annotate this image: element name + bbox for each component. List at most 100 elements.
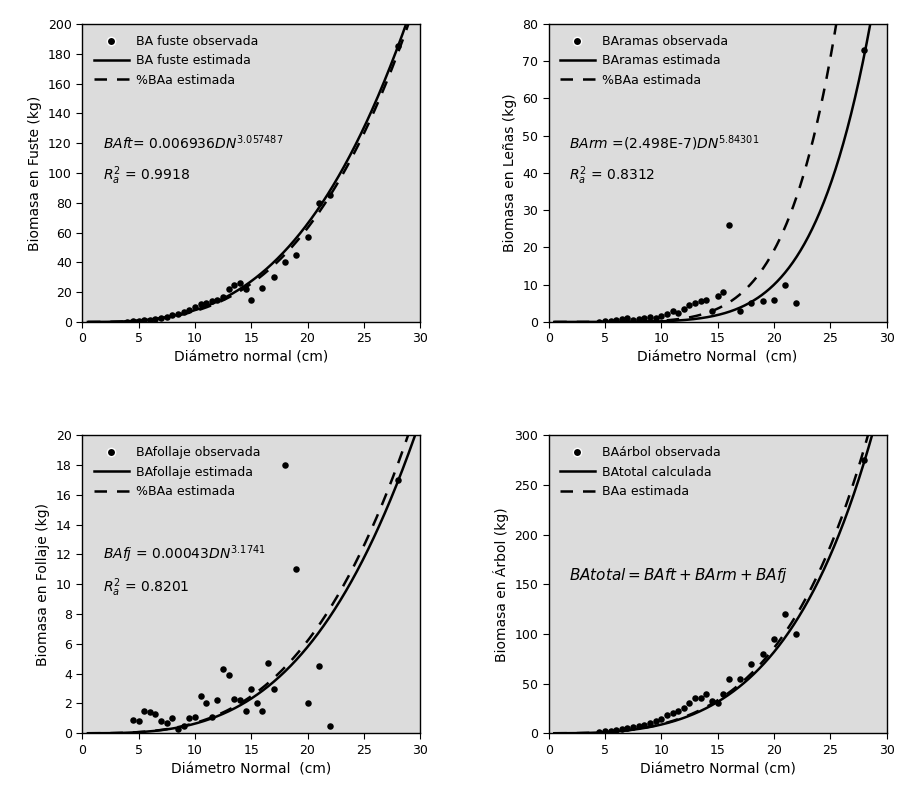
- Point: [199, 296, 214, 309]
- Point: [694, 692, 708, 705]
- Point: [278, 458, 292, 471]
- Point: [171, 722, 186, 735]
- Point: [710, 697, 725, 710]
- Y-axis label: Biomasa en Árbol (kg): Biomasa en Árbol (kg): [493, 507, 509, 662]
- Point: [676, 303, 691, 316]
- Point: [671, 705, 686, 718]
- Point: [699, 687, 714, 700]
- Point: [120, 315, 134, 328]
- Point: [300, 230, 314, 243]
- Point: [744, 297, 759, 310]
- Point: [648, 715, 663, 728]
- Point: [323, 189, 337, 202]
- Point: [614, 313, 629, 326]
- Text: $R^2_a$ = 0.9918: $R^2_a$ = 0.9918: [102, 165, 190, 187]
- Point: [154, 715, 168, 728]
- Point: [716, 286, 730, 299]
- Point: [171, 308, 186, 320]
- Point: [210, 293, 225, 306]
- Point: [665, 304, 680, 317]
- Point: [682, 299, 696, 312]
- Point: [289, 563, 303, 575]
- Point: [598, 725, 612, 738]
- Point: [143, 313, 157, 326]
- Point: [239, 283, 253, 296]
- Point: [609, 314, 623, 327]
- Y-axis label: Biomasa en Leñas (kg): Biomasa en Leñas (kg): [503, 93, 516, 252]
- Point: [125, 713, 140, 726]
- Point: [221, 669, 236, 681]
- X-axis label: Diámetro Normal (cm): Diámetro Normal (cm): [640, 762, 795, 776]
- Point: [182, 712, 197, 724]
- Point: [643, 311, 657, 324]
- Point: [626, 314, 641, 327]
- Point: [654, 310, 669, 323]
- Point: [632, 312, 646, 325]
- Point: [603, 315, 618, 328]
- Point: [159, 717, 174, 729]
- Point: [637, 718, 652, 731]
- Point: [233, 694, 248, 707]
- Point: [227, 693, 241, 705]
- Point: [165, 712, 180, 724]
- Point: [289, 249, 303, 261]
- Point: [137, 314, 152, 327]
- Point: [626, 721, 641, 734]
- Point: [856, 44, 871, 57]
- Point: [132, 314, 146, 327]
- Point: [125, 315, 140, 328]
- Point: [187, 710, 202, 723]
- Text: $\it{BAfj}$ = 0.00043$\it{DN}^{3.1741}$: $\it{BAfj}$ = 0.00043$\it{DN}^{3.1741}$: [102, 544, 265, 565]
- Point: [255, 281, 270, 294]
- Point: [603, 724, 618, 737]
- Point: [205, 295, 219, 308]
- Point: [227, 278, 241, 291]
- Point: [312, 196, 326, 209]
- Point: [148, 312, 163, 325]
- Point: [710, 289, 725, 302]
- Point: [676, 702, 691, 715]
- Point: [193, 689, 207, 702]
- Point: [244, 682, 259, 695]
- Point: [637, 312, 652, 324]
- Point: [210, 694, 225, 707]
- Point: [255, 705, 270, 717]
- Point: [137, 705, 152, 717]
- Y-axis label: Biomasa en Follaje (kg): Biomasa en Follaje (kg): [37, 503, 50, 665]
- Y-axis label: Biomasa en Fuste (kg): Biomasa en Fuste (kg): [28, 96, 42, 250]
- Point: [216, 290, 230, 303]
- Point: [767, 633, 781, 646]
- Point: [705, 304, 719, 317]
- Point: [148, 708, 163, 720]
- Point: [767, 293, 781, 306]
- X-axis label: Diámetro normal (cm): Diámetro normal (cm): [174, 351, 328, 365]
- Point: [614, 722, 629, 735]
- Point: [778, 278, 792, 291]
- Point: [278, 256, 292, 269]
- Point: [154, 312, 168, 324]
- Point: [632, 720, 646, 732]
- Point: [132, 715, 146, 728]
- Point: [267, 271, 282, 284]
- Point: [300, 697, 314, 710]
- Point: [778, 607, 792, 620]
- Point: [716, 687, 730, 700]
- Point: [856, 453, 871, 466]
- Point: [182, 304, 197, 316]
- Text: $R^2_a$ = 0.8312: $R^2_a$ = 0.8312: [569, 165, 655, 187]
- Legend: BAramas observada, BAramas estimada, %BAa estimada: BAramas observada, BAramas estimada, %BA…: [555, 30, 734, 92]
- Point: [789, 627, 803, 640]
- Point: [721, 218, 736, 231]
- Text: $\it{BAtotal=BAft+BArm+BAfj}$: $\it{BAtotal=BAft+BArm+BAfj}$: [569, 566, 788, 585]
- Point: [221, 283, 236, 296]
- Point: [654, 713, 669, 726]
- Point: [176, 720, 191, 732]
- Point: [165, 309, 180, 322]
- Point: [721, 672, 736, 685]
- Point: [665, 707, 680, 720]
- Legend: BAfollaje observada, BAfollaje estimada, %BAa estimada: BAfollaje observada, BAfollaje estimada,…: [89, 442, 265, 503]
- Point: [239, 705, 253, 717]
- Point: [244, 293, 259, 306]
- Point: [621, 312, 635, 324]
- Point: [250, 697, 264, 710]
